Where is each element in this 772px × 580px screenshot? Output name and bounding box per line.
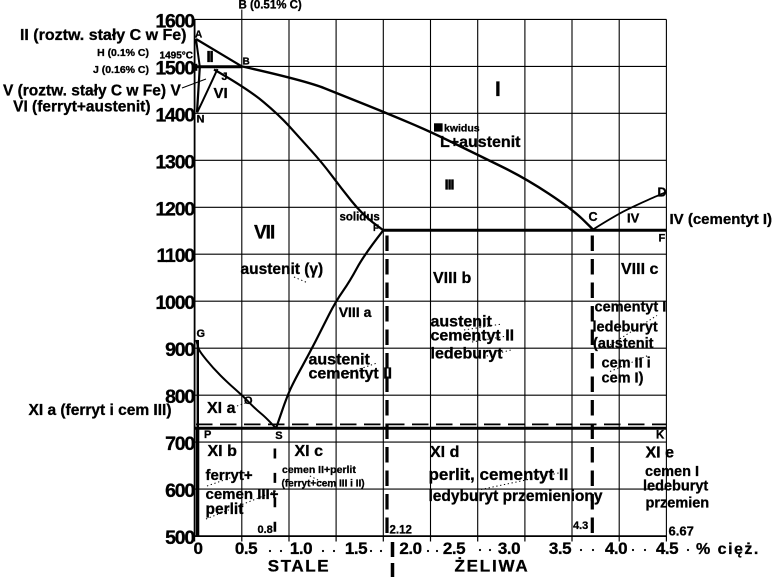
svg-text:V (roztw. stały C w Fe): V (roztw. stały C w Fe) [3, 83, 166, 100]
svg-text:J (0.16% C): J (0.16% C) [93, 64, 149, 76]
svg-text:cemen II+perlit: cemen II+perlit [282, 464, 356, 476]
svg-text:C: C [589, 210, 598, 224]
svg-text:ferryt+: ferryt+ [206, 467, 253, 484]
svg-text:1495°C: 1495°C [160, 51, 193, 62]
svg-text:austenit: austenit [431, 313, 493, 330]
svg-text:XI b: XI b [208, 443, 238, 460]
svg-text:B: B [243, 57, 250, 68]
svg-text:V: V [171, 83, 182, 100]
svg-text:VI (ferryt+austenit): VI (ferryt+austenit) [13, 99, 150, 116]
svg-text:I: I [495, 78, 501, 101]
svg-text:D: D [658, 186, 667, 200]
svg-text:700: 700 [165, 433, 195, 455]
svg-text:F: F [373, 223, 379, 234]
svg-text:perlit, cementyt II: perlit, cementyt II [429, 465, 569, 484]
svg-text:ŻELIWA: ŻELIWA [454, 557, 529, 576]
svg-text:1300: 1300 [155, 151, 195, 173]
svg-text:kwidus: kwidus [444, 123, 480, 135]
svg-text:4.3: 4.3 [573, 520, 588, 532]
svg-text:6.67: 6.67 [669, 524, 694, 539]
svg-text:F: F [659, 233, 666, 245]
svg-text:(ferryt+cem III i II): (ferryt+cem III i II) [282, 479, 365, 490]
svg-text:K: K [656, 430, 665, 442]
svg-text:900: 900 [165, 339, 195, 361]
svg-text:L+austenit: L+austenit [440, 134, 521, 151]
svg-text:2.12: 2.12 [390, 525, 412, 537]
svg-text:ledeburyt: ledeburyt [643, 479, 708, 495]
svg-text:cementyt II: cementyt II [431, 327, 515, 344]
svg-text:J: J [222, 71, 228, 83]
svg-text:% cięż.: % cięż. [696, 541, 760, 558]
svg-text:0: 0 [194, 539, 203, 558]
svg-text:H (0.1% C): H (0.1% C) [97, 47, 149, 59]
svg-text:III: III [445, 176, 455, 193]
svg-text:1.5: 1.5 [345, 539, 367, 558]
svg-text:B (0.51% C): B (0.51% C) [239, 0, 302, 11]
svg-text:O: O [244, 395, 253, 407]
svg-text:500: 500 [165, 527, 195, 549]
svg-text:cemen I: cemen I [645, 464, 699, 480]
svg-text:3.5: 3.5 [549, 539, 571, 558]
svg-text:1200: 1200 [155, 198, 195, 220]
svg-text:VIII b: VIII b [433, 270, 471, 287]
svg-text:XI a: XI a [207, 400, 236, 417]
svg-text:IV (cementyt I): IV (cementyt I) [670, 211, 772, 228]
svg-text:ledeburyt: ledeburyt [431, 346, 504, 363]
svg-text:1500: 1500 [155, 57, 195, 79]
svg-text:600: 600 [165, 480, 195, 502]
svg-text:VI: VI [214, 85, 228, 102]
svg-text:cem I): cem I) [602, 371, 644, 387]
svg-text:G: G [197, 328, 206, 340]
svg-text:0.5: 0.5 [235, 539, 257, 558]
svg-text:2.5: 2.5 [443, 539, 465, 558]
svg-text:VII: VII [254, 222, 275, 243]
svg-text:solidus: solidus [340, 212, 380, 224]
svg-text:austenit: austenit [309, 352, 371, 369]
svg-text:1400: 1400 [155, 104, 195, 126]
svg-text:cementyt II: cementyt II [309, 365, 393, 382]
svg-text:3.0: 3.0 [498, 539, 520, 558]
svg-text:N: N [197, 114, 205, 126]
svg-text:4.5: 4.5 [656, 539, 678, 558]
svg-text:VIII a: VIII a [339, 304, 372, 320]
svg-text:IV: IV [627, 211, 640, 226]
svg-text:1600: 1600 [155, 10, 195, 32]
svg-text:800: 800 [165, 386, 195, 408]
svg-text:P: P [204, 429, 211, 441]
svg-text:cemen III+: cemen III+ [206, 486, 279, 503]
svg-text:cem II i: cem II i [602, 356, 651, 372]
svg-text:1.0: 1.0 [290, 539, 312, 558]
svg-text:1100: 1100 [156, 245, 195, 267]
svg-text:STALE: STALE [268, 557, 330, 576]
svg-text:VIII c: VIII c [621, 261, 658, 278]
svg-text:S: S [275, 430, 282, 442]
svg-text:A: A [195, 30, 202, 41]
svg-text:(austenit: (austenit [593, 336, 654, 352]
svg-text:ledyburyt przemieniony: ledyburyt przemieniony [429, 488, 603, 505]
svg-text:XI d: XI d [430, 444, 459, 461]
svg-text:cementyt I: cementyt I [595, 300, 667, 316]
svg-text:XI e: XI e [646, 445, 675, 462]
svg-text:0.8: 0.8 [258, 524, 273, 536]
svg-text:II (roztw. stały C w Fe): II (roztw. stały C w Fe) [20, 27, 187, 44]
svg-text:przemien: przemien [646, 495, 710, 511]
svg-text:XI a (ferryt i cem III): XI a (ferryt i cem III) [29, 402, 172, 419]
svg-text:perlit: perlit [206, 501, 244, 518]
svg-text:II: II [206, 49, 213, 66]
svg-text:1000: 1000 [155, 292, 195, 314]
svg-text:4.0: 4.0 [605, 539, 627, 558]
svg-text:XI c: XI c [295, 443, 324, 460]
svg-text:austenit (γ): austenit (γ) [241, 261, 324, 278]
svg-text:ledeburyt: ledeburyt [593, 320, 658, 336]
svg-text:2.0: 2.0 [399, 539, 421, 558]
